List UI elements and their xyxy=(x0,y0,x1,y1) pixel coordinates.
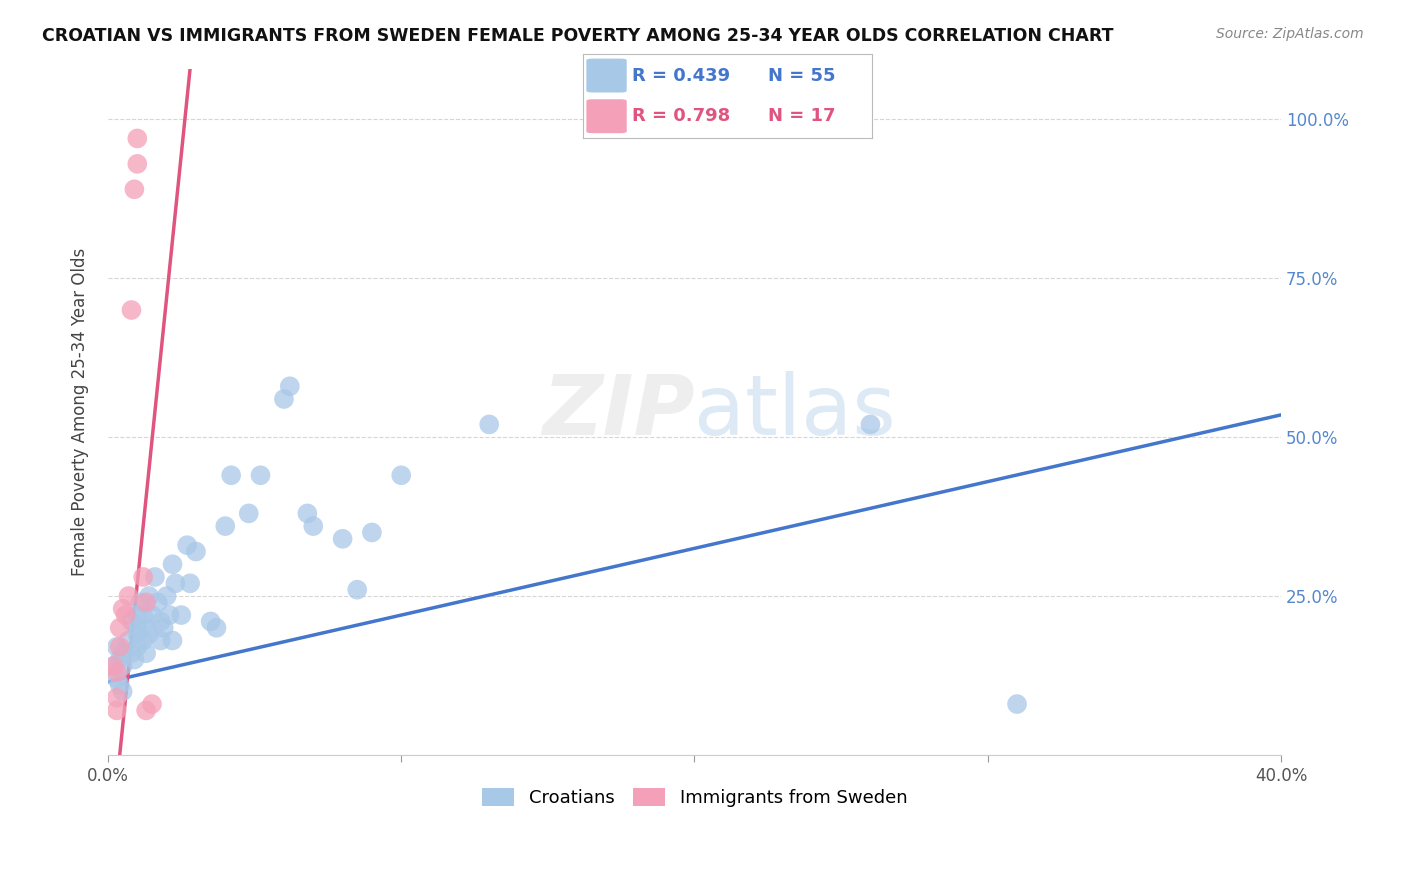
Text: R = 0.439: R = 0.439 xyxy=(633,67,731,85)
Point xyxy=(103,659,125,673)
Point xyxy=(111,659,134,673)
Point xyxy=(138,589,160,603)
Point xyxy=(120,646,142,660)
Point xyxy=(143,570,166,584)
Point xyxy=(162,558,184,572)
Point xyxy=(105,665,128,680)
Text: R = 0.798: R = 0.798 xyxy=(633,107,731,125)
Point xyxy=(478,417,501,432)
Point xyxy=(179,576,201,591)
Point xyxy=(117,633,139,648)
Point xyxy=(124,182,146,196)
Point xyxy=(214,519,236,533)
Point xyxy=(332,532,354,546)
Point xyxy=(108,652,131,666)
Point xyxy=(108,621,131,635)
Point xyxy=(111,684,134,698)
Point xyxy=(135,595,157,609)
Point xyxy=(129,595,152,609)
Y-axis label: Female Poverty Among 25-34 Year Olds: Female Poverty Among 25-34 Year Olds xyxy=(72,248,89,576)
Point xyxy=(111,601,134,615)
FancyBboxPatch shape xyxy=(586,59,627,93)
Point xyxy=(859,417,882,432)
Point xyxy=(346,582,368,597)
Point xyxy=(135,646,157,660)
Point xyxy=(361,525,384,540)
Text: N = 17: N = 17 xyxy=(768,107,835,125)
Point xyxy=(162,633,184,648)
Point xyxy=(141,697,163,711)
Point xyxy=(105,690,128,705)
Point xyxy=(108,678,131,692)
Point xyxy=(132,633,155,648)
Text: atlas: atlas xyxy=(695,371,896,452)
Point xyxy=(111,646,134,660)
Point xyxy=(132,608,155,623)
Point xyxy=(117,589,139,603)
Point xyxy=(124,652,146,666)
Point xyxy=(141,608,163,623)
Point xyxy=(138,627,160,641)
Point xyxy=(149,615,172,629)
Text: CROATIAN VS IMMIGRANTS FROM SWEDEN FEMALE POVERTY AMONG 25-34 YEAR OLDS CORRELAT: CROATIAN VS IMMIGRANTS FROM SWEDEN FEMAL… xyxy=(42,27,1114,45)
Point xyxy=(170,608,193,623)
Point xyxy=(205,621,228,635)
Point xyxy=(120,303,142,318)
Point xyxy=(105,672,128,686)
Point xyxy=(297,507,319,521)
Point xyxy=(127,157,149,171)
Point xyxy=(127,621,149,635)
Point xyxy=(149,633,172,648)
Point xyxy=(200,615,222,629)
Point xyxy=(302,519,325,533)
Point xyxy=(184,544,207,558)
Point xyxy=(278,379,301,393)
Legend: Croatians, Immigrants from Sweden: Croatians, Immigrants from Sweden xyxy=(475,780,914,814)
Text: N = 55: N = 55 xyxy=(768,67,835,85)
Point xyxy=(238,507,260,521)
Point xyxy=(146,595,169,609)
Point xyxy=(156,589,179,603)
Point xyxy=(165,576,187,591)
Point xyxy=(273,392,295,406)
Point xyxy=(127,627,149,641)
Point xyxy=(105,640,128,654)
Point xyxy=(127,131,149,145)
Point xyxy=(105,703,128,717)
Text: ZIP: ZIP xyxy=(541,371,695,452)
Point xyxy=(1005,697,1028,711)
Point xyxy=(389,468,412,483)
Point xyxy=(219,468,242,483)
FancyBboxPatch shape xyxy=(586,99,627,133)
Point xyxy=(114,608,136,623)
Point xyxy=(127,608,149,623)
Point xyxy=(152,621,174,635)
Point xyxy=(127,640,149,654)
Point xyxy=(176,538,198,552)
Point xyxy=(120,615,142,629)
Point xyxy=(135,703,157,717)
Point xyxy=(103,659,125,673)
Point xyxy=(132,570,155,584)
Text: Source: ZipAtlas.com: Source: ZipAtlas.com xyxy=(1216,27,1364,41)
Point xyxy=(159,608,181,623)
Point xyxy=(108,640,131,654)
Point xyxy=(135,621,157,635)
Point xyxy=(249,468,271,483)
